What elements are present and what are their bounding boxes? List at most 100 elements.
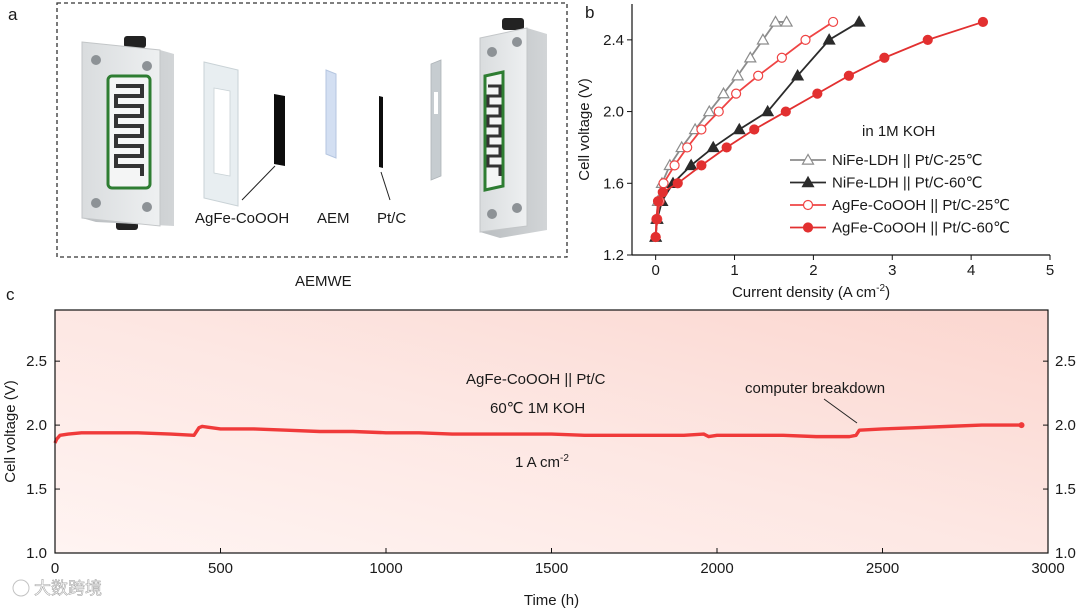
plot-background [55, 310, 1048, 553]
data-point [696, 160, 707, 171]
legend-item: NiFe-LDH || Pt/C-60℃ [790, 175, 983, 192]
data-point [731, 69, 745, 81]
x-tick-label: 2000 [700, 560, 733, 577]
y-tick-label: 2.0 [603, 104, 624, 121]
data-point [802, 199, 814, 211]
electrolyte-annotation: in 1M KOH [862, 123, 935, 140]
y-tick-label: 2.4 [603, 32, 624, 49]
right-end-plate [479, 18, 547, 238]
y-tick-label-right: 2.5 [1055, 353, 1076, 370]
y-tick-label: 2.0 [26, 417, 47, 434]
x-axis-label: Current density (A cm-2) [732, 283, 890, 301]
flow-field-icon [486, 84, 502, 176]
data-point [780, 106, 791, 117]
x-tick-label: 2 [809, 262, 817, 279]
y-tick-label: 1.6 [603, 175, 624, 192]
polarization-series [649, 15, 989, 243]
cathode-leader [380, 171, 391, 201]
membrane-layer [325, 69, 337, 159]
data-point [812, 88, 823, 99]
x-tick-label: 500 [208, 560, 233, 577]
anode-leader [241, 165, 276, 201]
data-point [879, 52, 890, 63]
data-point [761, 104, 775, 117]
schematic-frame [56, 2, 568, 258]
x-axis-label: Time (h) [524, 592, 579, 609]
data-point [732, 122, 746, 135]
data-point [651, 214, 662, 225]
cathode-layer [379, 96, 383, 168]
data-point [828, 16, 839, 28]
data-point [776, 52, 787, 63]
legend-item: NiFe-LDH || Pt/C-25℃ [790, 152, 983, 169]
stability-line [53, 423, 1022, 444]
legend-label: AgFe-CoOOH || Pt/C-60℃ [832, 220, 1010, 237]
x-tick-label: 0 [651, 262, 659, 279]
data-point [713, 106, 724, 117]
y-tick-label-right: 2.0 [1055, 417, 1076, 434]
anode-label: AgFe-CoOOH [195, 210, 289, 227]
data-point [852, 15, 866, 27]
x-tick-label: 2500 [866, 560, 899, 577]
data-point [922, 34, 933, 45]
data-point [672, 178, 683, 189]
legend-label: NiFe-LDH || Pt/C-25℃ [832, 152, 983, 169]
data-point [749, 124, 760, 135]
sample-annotation: AgFe-CoOOH || Pt/C [466, 371, 606, 388]
data-point [652, 196, 664, 207]
watermark: 大数跨境 [12, 579, 102, 599]
data-point [822, 33, 836, 45]
y-tick-label: 2.5 [26, 353, 47, 370]
x-tick-label: 4 [967, 262, 975, 279]
device-caption: AEMWE [295, 273, 352, 290]
legend-label: AgFe-CoOOH || Pt/C-25℃ [832, 197, 1010, 214]
panel-b-polarization: b 0 1 2 3 4 5 1.2 1.6 2.0 2.4 Current density (A c… [576, 3, 1054, 301]
watermark-text: 大数跨境 [34, 579, 102, 599]
data-point [802, 222, 814, 233]
data-point [731, 88, 742, 99]
data-point [791, 69, 805, 81]
end-point [1018, 422, 1025, 429]
x-tick-label: 3 [888, 262, 896, 279]
data-point [650, 231, 661, 243]
data-point [706, 140, 720, 153]
conditions-annotation: 60℃ 1M KOH [490, 400, 585, 417]
legend: NiFe-LDH || Pt/C-25℃ NiFe-LDH || Pt/C-60℃… [790, 152, 1010, 237]
data-point [684, 158, 698, 171]
y-tick-label-right: 1.0 [1055, 545, 1076, 562]
x-tick-label: 5 [1046, 262, 1054, 279]
event-leader [823, 398, 858, 424]
data-point [657, 187, 668, 198]
polarization-axes: 0 1 2 3 4 5 1.2 1.6 2.0 2.4 Current density (A cm-… [576, 4, 1054, 301]
legend-item: AgFe-CoOOH || Pt/C-25℃ [790, 197, 1010, 214]
y-tick-label: 1.2 [603, 247, 624, 264]
data-point [658, 178, 669, 189]
data-point [721, 142, 732, 153]
data-point [756, 33, 770, 45]
data-point [977, 16, 989, 28]
series-line [654, 21, 787, 238]
cathode-label: Pt/C [377, 210, 406, 227]
membrane-label: AEM [317, 210, 350, 227]
stability-series [53, 422, 1025, 444]
y-tick-label-right: 1.5 [1055, 481, 1076, 498]
legend-item: AgFe-CoOOH || Pt/C-60℃ [790, 220, 1010, 237]
y-axis-label: Cell voltage (V) [576, 78, 593, 181]
data-point [743, 51, 757, 63]
x-tick-label: 3000 [1031, 560, 1064, 577]
anode-layer [274, 94, 285, 166]
data-point [801, 153, 815, 165]
gasket-right [430, 59, 442, 181]
data-point [669, 160, 680, 171]
data-point [682, 142, 693, 153]
data-point [753, 70, 764, 81]
y-tick-label: 1.0 [26, 545, 47, 562]
x-tick-label: 0 [51, 560, 59, 577]
left-end-plate [81, 36, 174, 230]
current-annotation: 1 A cm-2 [515, 453, 569, 471]
legend-label: NiFe-LDH || Pt/C-60℃ [832, 175, 983, 192]
series-0 [649, 15, 794, 242]
data-point [716, 86, 731, 99]
